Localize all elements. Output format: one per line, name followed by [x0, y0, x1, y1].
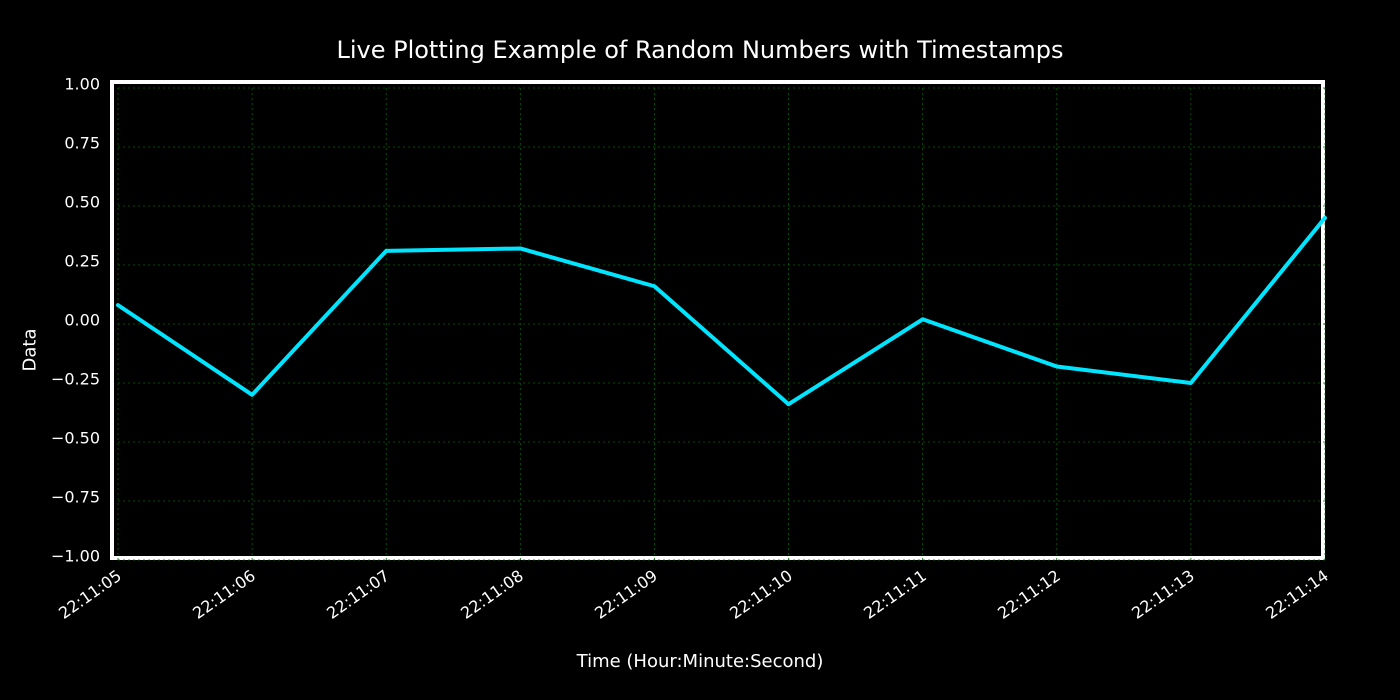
x-tick-label: 22:11:08	[457, 566, 527, 623]
gridlines	[118, 88, 1325, 560]
plot-area	[110, 80, 1325, 560]
x-tick-label: 22:11:06	[189, 566, 259, 623]
x-tick-label: 22:11:09	[592, 566, 662, 623]
data-line	[118, 218, 1325, 404]
x-tick-label: 22:11:12	[994, 566, 1064, 623]
y-axis-label: Data	[20, 329, 41, 372]
figure: Live Plotting Example of Random Numbers …	[0, 0, 1400, 700]
y-tick-label: 0.00	[64, 311, 100, 330]
x-tick-label: 22:11:13	[1128, 566, 1198, 623]
y-tick-label: 0.50	[64, 193, 100, 212]
y-tick-label: 0.25	[64, 252, 100, 271]
chart-title: Live Plotting Example of Random Numbers …	[336, 36, 1063, 64]
x-tick-label: 22:11:11	[860, 566, 930, 623]
y-tick-label: −1.00	[51, 547, 100, 566]
y-tick-label: −0.25	[51, 370, 100, 389]
y-tick-label: −0.50	[51, 429, 100, 448]
x-tick-label: 22:11:14	[1262, 566, 1332, 623]
x-axis-label: Time (Hour:Minute:Second)	[577, 651, 824, 672]
x-tick-label: 22:11:07	[323, 566, 393, 623]
y-tick-label: 0.75	[64, 134, 100, 153]
y-tick-label: 1.00	[64, 75, 100, 94]
chart-svg	[118, 88, 1325, 560]
x-tick-label: 22:11:10	[726, 566, 796, 623]
x-tick-label: 22:11:05	[55, 566, 125, 623]
y-tick-label: −0.75	[51, 488, 100, 507]
